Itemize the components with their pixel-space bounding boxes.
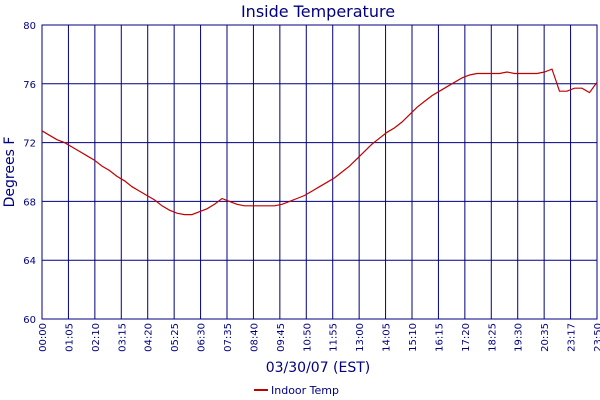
y-tick-label: 64 bbox=[23, 256, 36, 267]
x-tick-label: 16:15 bbox=[434, 323, 445, 352]
x-tick-label: 04:20 bbox=[144, 323, 155, 352]
series-layer bbox=[41, 68, 598, 216]
y-tick-label: 72 bbox=[23, 139, 36, 150]
x-tick-labels: 00:00 01:05 02:10 03:15 04:20 05:25 06:30 07:35… bbox=[38, 323, 600, 352]
x-tick-label: 02:10 bbox=[91, 323, 102, 352]
x-tick-label: 14:05 bbox=[382, 323, 393, 352]
x-tick-label: 11:55 bbox=[329, 323, 340, 352]
x-tick-label: 20:35 bbox=[540, 323, 551, 352]
plot-frame bbox=[41, 24, 598, 320]
y-tick-label: 60 bbox=[23, 315, 36, 326]
x-tick-label: 01:05 bbox=[64, 323, 75, 352]
series-line-indoor-temp bbox=[41, 68, 598, 216]
x-tick-label: 09:45 bbox=[276, 323, 287, 352]
x-tick-label: 13:00 bbox=[355, 323, 366, 352]
chart-title: Inside Temperature bbox=[241, 2, 395, 21]
x-tick-label: 08:40 bbox=[249, 323, 260, 352]
x-tick-label: 18:25 bbox=[487, 323, 498, 352]
x-axis-label: 03/30/07 (EST) bbox=[266, 360, 371, 376]
x-tick-label: 05:25 bbox=[170, 323, 181, 352]
legend-label: Indoor Temp bbox=[271, 384, 339, 397]
x-tick-label: 17:20 bbox=[461, 323, 472, 352]
y-tick-labels: 60 64 68 72 76 80 bbox=[23, 21, 36, 326]
x-tick-label: 10:50 bbox=[302, 323, 313, 352]
x-tick-label: 19:30 bbox=[514, 323, 525, 352]
x-tick-label: 23:17 bbox=[567, 323, 578, 352]
x-tick-label: 00:00 bbox=[38, 323, 49, 352]
x-tick-label: 07:35 bbox=[223, 323, 234, 352]
y-tick-label: 76 bbox=[23, 80, 36, 91]
x-tick-label: 15:10 bbox=[408, 323, 419, 352]
y-tick-label: 80 bbox=[23, 21, 36, 32]
x-tick-label: 03:15 bbox=[117, 323, 128, 352]
y-axis-label: Degrees F bbox=[2, 137, 18, 208]
y-tick-label: 68 bbox=[23, 197, 36, 208]
x-tick-label: 23:50 bbox=[593, 323, 600, 352]
x-tick-label: 06:30 bbox=[197, 323, 208, 352]
plot-grid bbox=[41, 24, 598, 320]
legend: Indoor Temp bbox=[254, 384, 339, 397]
